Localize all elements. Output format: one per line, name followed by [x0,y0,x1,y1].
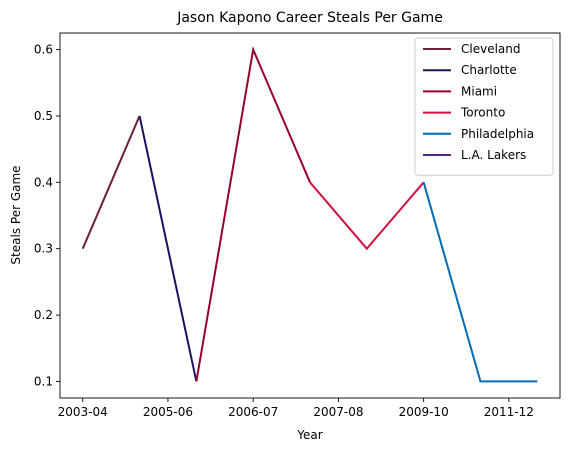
chart-title: Jason Kapono Career Steals Per Game [176,10,443,26]
legend-label: Miami [461,84,497,98]
y-tick-label: 0.2 [34,308,53,322]
legend-label: Toronto [460,106,505,120]
x-tick-label: 2007-08 [313,405,363,419]
series-line-philadelphia [422,182,538,383]
series-line-cleveland [81,115,141,250]
x-tick-label: 2011-12 [484,405,534,419]
legend-label: L.A. Lakers [461,148,526,162]
plot-frame [59,32,561,399]
plot-area: 0.1 0.2 0.3 0.4 0.5 0.6 2003-04 2005-06 2006-07 2… [34,43,538,419]
x-tick-label: 2005-06 [143,405,193,419]
x-axis-title: Year [296,428,322,442]
legend-label: Charlotte [461,63,517,77]
x-tick-label: 2006-07 [228,405,278,419]
y-tick-label: 0.6 [34,43,53,57]
y-tick-label: 0.4 [34,175,53,189]
y-tick-label: 0.1 [34,374,53,388]
legend-label: Philadelphia [461,127,534,141]
series-line-charlotte [138,115,198,382]
y-tick-label: 0.5 [34,109,53,123]
x-tick-label: 2009-10 [399,405,449,419]
series-line-toronto [309,181,425,251]
legend-frame [414,37,554,176]
series-line-miami [195,46,311,382]
x-tick-label: 2003-04 [58,405,108,419]
legend: Cleveland Charlotte Miami Toronto Philadelph… [414,37,554,176]
legend-label: Cleveland [461,42,521,56]
y-axis-title: Steals Per Game [9,165,23,264]
y-tick-label: 0.3 [34,242,53,256]
